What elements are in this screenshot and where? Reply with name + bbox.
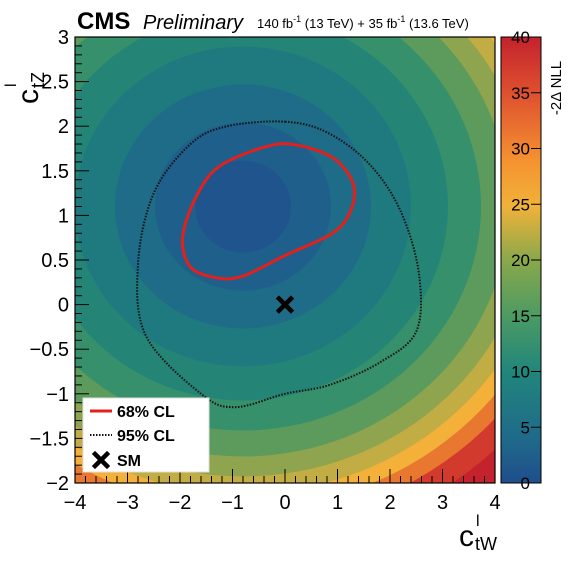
y-tick-label: −1.5 — [30, 428, 69, 450]
y-tick-label: −1 — [46, 384, 69, 406]
x-tick-label: −2 — [169, 492, 192, 514]
x-tick-label: 4 — [489, 492, 500, 514]
legend-68-label: 68% CL — [117, 404, 175, 421]
z-tick-label: 15 — [511, 307, 530, 326]
x-axis-title: c l tW — [459, 513, 497, 554]
y-tick-label: 1.5 — [41, 161, 69, 183]
status-label: Preliminary — [143, 12, 244, 34]
z-tick-label: 25 — [511, 195, 530, 214]
x-tick-label: −4 — [64, 492, 87, 514]
legend-sm-label: SM — [117, 453, 141, 470]
svg-text:l: l — [476, 513, 480, 530]
y-tick-label: −2 — [46, 473, 69, 495]
y-axis-ticks: −2 −1.5 −1 −0.5 0 0.5 1 1.5 2 2.5 3 — [30, 27, 89, 495]
z-tick-label: 20 — [511, 251, 530, 270]
colorbar-label: -2Δ NLL — [548, 61, 565, 115]
y-tick-label: 0.5 — [41, 250, 69, 272]
x-axis-ticks: −4 −3 −2 −1 0 1 2 3 4 — [64, 469, 501, 514]
x-tick-label: 1 — [332, 492, 343, 514]
svg-text:l: l — [3, 83, 20, 87]
experiment-label: CMS — [77, 8, 130, 35]
y-tick-label: 3 — [58, 27, 69, 49]
z-tick-label: 0 — [521, 474, 530, 493]
x-tick-label: 3 — [437, 492, 448, 514]
contour-95-cl — [136, 120, 423, 409]
y-tick-label: 2.5 — [41, 72, 69, 94]
colorbar-ticks: 0 5 10 15 20 25 30 35 40 — [511, 28, 541, 493]
svg-text:c: c — [12, 89, 45, 104]
z-tick-label: 40 — [511, 28, 530, 47]
x-tick-label: −1 — [221, 492, 244, 514]
y-tick-label: 1 — [58, 205, 69, 227]
contour-68-cl — [180, 142, 357, 281]
legend-sm-marker — [91, 450, 111, 470]
heatmap-bands — [75, 37, 495, 483]
z-tick-label: 35 — [511, 84, 530, 103]
legend-95-label: 95% CL — [117, 428, 175, 445]
z-tick-label: 10 — [511, 363, 530, 382]
luminosity-label: 140 fb-1 (13 TeV) + 35 fb-1 (13.6 TeV) — [257, 14, 469, 31]
y-tick-label: 0 — [58, 295, 69, 317]
svg-text:tW: tW — [475, 534, 497, 554]
legend: 68% CL 95% CL SM — [82, 397, 210, 473]
x-tick-label: 2 — [384, 492, 395, 514]
svg-text:c: c — [459, 520, 474, 553]
x-tick-label: 0 — [279, 492, 290, 514]
z-tick-label: 30 — [511, 140, 530, 159]
y-tick-label: 2 — [58, 116, 69, 138]
heatmap — [75, 37, 495, 483]
svg-text:tZ: tZ — [28, 72, 48, 88]
z-tick-label: 5 — [521, 418, 530, 437]
heatmap-band-11 — [195, 160, 291, 253]
x-tick-label: −3 — [116, 492, 139, 514]
sm-point-marker — [275, 295, 295, 314]
y-tick-label: −0.5 — [30, 339, 69, 361]
y-axis-title: c l tZ — [3, 72, 48, 104]
